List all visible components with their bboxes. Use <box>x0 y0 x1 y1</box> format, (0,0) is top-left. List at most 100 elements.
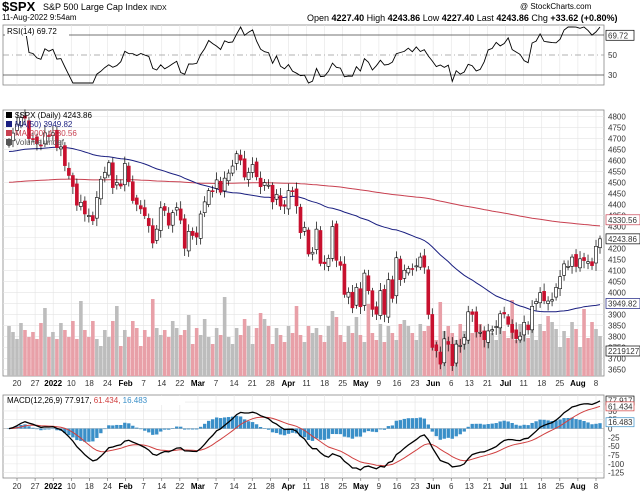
candle-body <box>318 230 323 264</box>
x-tick-label: 2022 <box>44 379 62 388</box>
volume-bar <box>366 304 371 376</box>
macd-histogram-bar <box>266 428 271 430</box>
candle-body <box>438 351 443 365</box>
candle-body <box>39 144 43 147</box>
candle-body <box>51 132 55 137</box>
quote-bar: Open 4227.40 High 4243.86 Low 4227.40 La… <box>307 13 617 23</box>
candle-body <box>242 158 247 178</box>
volume-bar <box>542 331 546 376</box>
volume-bar <box>430 333 435 376</box>
macd-histogram-bar <box>474 423 478 429</box>
volume-value-box <box>605 345 640 357</box>
volume-bar <box>590 322 594 376</box>
macd-histogram-bar <box>522 424 526 429</box>
last-price-tag-box <box>605 233 640 245</box>
candle-body <box>126 165 131 182</box>
x-tick-label-bottom: 16 <box>393 482 402 491</box>
candle-body <box>458 345 463 347</box>
macd-histogram-bar <box>234 415 239 429</box>
macd-histogram-bar <box>578 419 582 429</box>
candle-body <box>590 261 594 266</box>
candle-body <box>15 123 19 131</box>
candle-body <box>430 314 435 348</box>
price-y-tick: 4450 <box>608 190 626 199</box>
price-y-tick: 4000 <box>608 288 626 297</box>
candle-body <box>526 324 530 331</box>
macd-legend-macd: 77.917, <box>65 396 94 405</box>
candle-body <box>254 161 259 178</box>
candle-body <box>578 258 582 269</box>
macd-histogram-bar <box>95 428 99 438</box>
x-tick-label-bottom: 9 <box>377 482 382 491</box>
candle-body <box>550 299 554 302</box>
x-tick-label: 23 <box>411 379 420 388</box>
x-tick-label: 18 <box>537 379 546 388</box>
volume-bar <box>274 328 279 376</box>
volume-bar <box>250 344 255 376</box>
macd-histogram-bar <box>338 428 343 435</box>
macd-histogram-bar <box>127 423 131 429</box>
x-tick-label-bottom: 25 <box>338 482 347 491</box>
candle-body <box>138 205 143 210</box>
volume-bar <box>302 342 307 376</box>
volume-bar <box>314 328 319 376</box>
candle-body <box>410 268 415 270</box>
macd-value-tag: 77.917 <box>608 397 633 406</box>
volume-bar <box>558 347 562 376</box>
x-tick-label-bottom: 27 <box>31 482 40 491</box>
candle-body <box>35 136 39 144</box>
price-y-tick: 4550 <box>608 168 626 177</box>
volume-bar <box>39 323 43 376</box>
macd-histogram-bar <box>414 418 418 429</box>
watermark: @ StockCharts.com <box>520 2 592 11</box>
candle-body <box>55 129 59 148</box>
macd-histogram-bar <box>442 428 446 439</box>
rsi-value-box <box>605 29 635 41</box>
macd-histogram-bar <box>326 428 331 439</box>
macd-histogram-bar <box>458 428 462 435</box>
x-tick-label: May <box>353 379 369 388</box>
volume-bar <box>514 340 518 376</box>
candle-body <box>266 184 271 187</box>
candle-body <box>406 268 411 274</box>
price-y-tick: 3800 <box>608 332 626 341</box>
volume-bar <box>498 324 502 376</box>
price-y-tick: 4800 <box>608 113 626 122</box>
x-tick-label-bottom: 22 <box>175 482 184 491</box>
macd-histogram-bar <box>206 420 211 429</box>
candle-body <box>83 200 87 215</box>
candle-body <box>234 153 239 164</box>
rsi-y-tick: 50 <box>608 51 617 60</box>
candle-body <box>490 329 495 332</box>
x-tick-label-bottom: 20 <box>13 482 22 491</box>
rsi-value-tag: 69.72 <box>608 31 629 40</box>
volume-bar <box>282 342 287 376</box>
candle-body <box>462 337 467 345</box>
macd-histogram-bar <box>534 421 538 429</box>
candle-body <box>27 120 31 139</box>
volume-bar <box>594 329 598 376</box>
volume-bar <box>242 319 247 376</box>
macd-histogram-bar <box>183 428 187 430</box>
price-legend-swatch <box>6 130 12 136</box>
candle-body <box>498 313 502 329</box>
macd-histogram-bar <box>410 418 414 429</box>
macd-histogram-bar <box>354 428 359 437</box>
volume-bar <box>218 335 223 376</box>
x-tick-label-bottom: Jul <box>500 482 512 491</box>
volume-bar <box>378 324 383 376</box>
volume-bar <box>586 338 590 376</box>
candle-body <box>250 164 255 173</box>
x-tick-label-bottom: 21 <box>483 482 492 491</box>
candle-body <box>99 178 103 200</box>
volume-bar <box>398 324 403 376</box>
macd-histogram-bar <box>486 424 490 429</box>
macd-histogram-bar <box>586 422 590 429</box>
macd-histogram-bar <box>426 424 430 429</box>
last-label: Last <box>476 13 494 23</box>
volume-bar <box>59 323 63 376</box>
candle-body <box>150 225 155 244</box>
x-tick-label: 22 <box>175 379 184 388</box>
macd-histogram-bar <box>554 420 558 429</box>
